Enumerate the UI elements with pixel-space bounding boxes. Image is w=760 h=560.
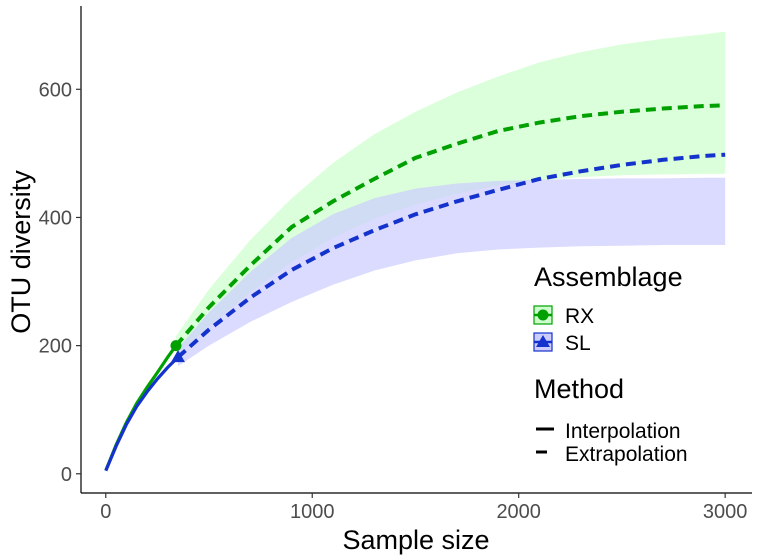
confidence-bands xyxy=(176,31,726,367)
y-tick-label: 600 xyxy=(39,79,72,101)
band-sl xyxy=(178,177,726,367)
x-tick-label: 1000 xyxy=(290,501,335,523)
legend-label-rx: RX xyxy=(565,305,594,328)
line-interpolation-rx xyxy=(104,344,178,472)
y-axis-title: OTU diversity xyxy=(6,170,36,334)
legend-item-rx: RX xyxy=(533,305,594,328)
legend-title-assemblage: Assemblage xyxy=(534,262,683,292)
x-tick-label: 0 xyxy=(100,501,111,523)
legend-item-extrapolation: Extrapolation xyxy=(536,443,688,466)
line-extrapolation-rx xyxy=(174,103,726,347)
y-tick-label: 200 xyxy=(39,336,72,358)
legend: Assemblage RX SL Method Interpolation Ex… xyxy=(533,262,688,466)
series-lines xyxy=(104,103,726,472)
legend-label-sl: SL xyxy=(565,332,591,355)
y-tick-label: 0 xyxy=(61,464,72,486)
legend-key-rx-marker xyxy=(537,309,549,321)
observed-markers xyxy=(170,340,186,363)
legend-title-method: Method xyxy=(534,374,624,404)
legend-item-sl: SL xyxy=(533,332,591,355)
x-tick-label: 3000 xyxy=(703,501,748,523)
legend-key-sl-marker xyxy=(536,335,550,347)
line-extrapolation-sl xyxy=(176,152,726,359)
legend-item-interpolation: Interpolation xyxy=(536,420,681,443)
line-interpolation-sl xyxy=(104,356,180,472)
x-axis-title: Sample size xyxy=(342,525,489,555)
marker-sl xyxy=(171,350,186,363)
axes: 0 200 400 600 0 1000 2000 3000 xyxy=(39,6,752,523)
y-tick-label: 400 xyxy=(39,207,72,229)
legend-label-interpolation: Interpolation xyxy=(565,420,681,443)
x-tick-label: 2000 xyxy=(496,501,541,523)
marker-rx xyxy=(170,340,182,352)
legend-label-extrapolation: Extrapolation xyxy=(565,443,688,466)
